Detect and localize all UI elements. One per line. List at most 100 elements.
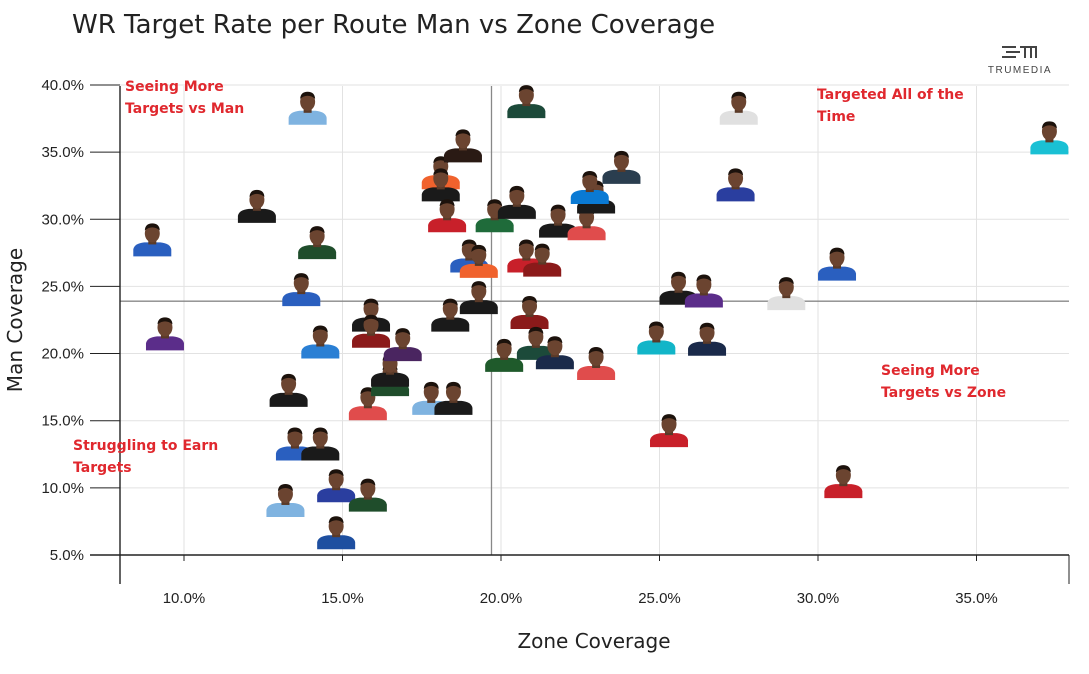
player-headshot-marker [684, 274, 723, 308]
player-headshot-marker [570, 171, 609, 205]
player-headshot-marker [475, 199, 514, 233]
player-jersey [688, 341, 727, 356]
player-hair [328, 516, 344, 524]
player-hair [487, 199, 503, 207]
player-headshot-marker [767, 277, 806, 311]
player-head [528, 327, 544, 346]
player-head [281, 374, 297, 393]
player-headshot-marker [637, 321, 676, 355]
player-headshot-marker [352, 298, 391, 332]
y-axis-title: Man Coverage [3, 248, 27, 392]
player-head [433, 169, 449, 188]
player-head [471, 282, 487, 301]
x-tick-label: 35.0% [955, 590, 998, 607]
player-markers [133, 85, 1069, 550]
player-headshot-marker [1030, 121, 1069, 155]
player-head [328, 470, 344, 489]
y-tick-label: 15.0% [41, 413, 84, 430]
player-hair [445, 381, 461, 389]
player-jersey [269, 392, 308, 407]
y-tick-label: 25.0% [41, 278, 84, 295]
player-headshot-marker [507, 85, 546, 119]
player-headshot-marker [266, 483, 305, 517]
chart-title: WR Target Rate per Route Man vs Zone Cov… [72, 10, 716, 40]
player-head [661, 415, 677, 434]
y-tick-label: 5.0% [50, 547, 84, 564]
player-headshot-marker [237, 189, 276, 223]
player-jersey [431, 317, 470, 332]
player-headshot-marker [539, 204, 578, 238]
player-jersey [719, 110, 758, 125]
player-jersey [317, 535, 356, 550]
player-jersey [288, 110, 327, 125]
player-head [363, 299, 379, 318]
player-jersey [443, 148, 482, 163]
player-head [309, 227, 325, 246]
player-headshot-marker [443, 129, 482, 163]
player-head [534, 244, 550, 263]
x-tick-label: 20.0% [480, 590, 523, 607]
player-hair [363, 314, 379, 322]
player-hair [300, 91, 316, 99]
player-jersey [684, 293, 723, 308]
player-headshot-marker [282, 273, 321, 307]
x-tick-label: 15.0% [321, 590, 364, 607]
player-jersey [485, 357, 524, 372]
player-jersey [434, 400, 473, 415]
player-jersey [523, 262, 562, 277]
player-head [312, 428, 328, 447]
player-hair [671, 271, 687, 279]
player-headshot-marker [459, 244, 498, 278]
player-headshot-marker [459, 281, 498, 315]
player-jersey [539, 223, 578, 238]
player-hair [439, 199, 455, 207]
player-hair [731, 91, 747, 99]
player-jersey [475, 218, 514, 233]
player-head [518, 86, 534, 105]
player-head [588, 347, 604, 366]
player-hair [471, 281, 487, 289]
player-headshot-marker [602, 150, 641, 184]
player-hair [1041, 121, 1057, 129]
player-jersey [535, 355, 574, 370]
player-jersey [824, 484, 863, 499]
player-headshot-marker [535, 336, 574, 370]
player-jersey [348, 497, 387, 512]
player-head [300, 92, 316, 111]
player-headshot-marker [719, 91, 758, 125]
player-jersey [317, 488, 356, 503]
y-tick-label: 20.0% [41, 346, 84, 363]
player-head [471, 245, 487, 264]
player-headshot-marker [510, 295, 549, 329]
player-headshot-marker [317, 469, 356, 503]
player-head [778, 278, 794, 297]
quadrant-label-top-left: Seeing More Targets vs Man [125, 79, 244, 117]
player-jersey [567, 226, 606, 241]
player-headshot-marker [431, 298, 470, 332]
player-hair [528, 326, 544, 334]
player-hair [287, 427, 303, 435]
player-head [829, 248, 845, 267]
player-head [648, 322, 664, 341]
player-head [671, 272, 687, 291]
player-headshot-marker [688, 322, 727, 356]
player-head [835, 466, 851, 485]
player-hair [518, 239, 534, 247]
player-headshot-marker [288, 91, 327, 125]
player-jersey [301, 344, 340, 359]
player-jersey [507, 104, 546, 119]
player-head [277, 484, 293, 503]
player-hair [363, 298, 379, 306]
player-head [496, 339, 512, 358]
player-jersey [510, 314, 549, 329]
player-head [395, 329, 411, 348]
axes: 10.0% 15.0% 20.0% 25.0% 30.0% 35.0% 5.0% 10.0% 1… [41, 77, 1070, 607]
player-jersey [570, 190, 609, 205]
player-head [363, 315, 379, 334]
quadrant-label-bottom-right: Seeing More Targets vs Zone [881, 363, 1006, 401]
player-head [423, 382, 439, 401]
y-tick-label: 30.0% [41, 211, 84, 228]
player-head [144, 224, 160, 243]
player-jersey [352, 333, 391, 348]
player-jersey [371, 372, 410, 387]
